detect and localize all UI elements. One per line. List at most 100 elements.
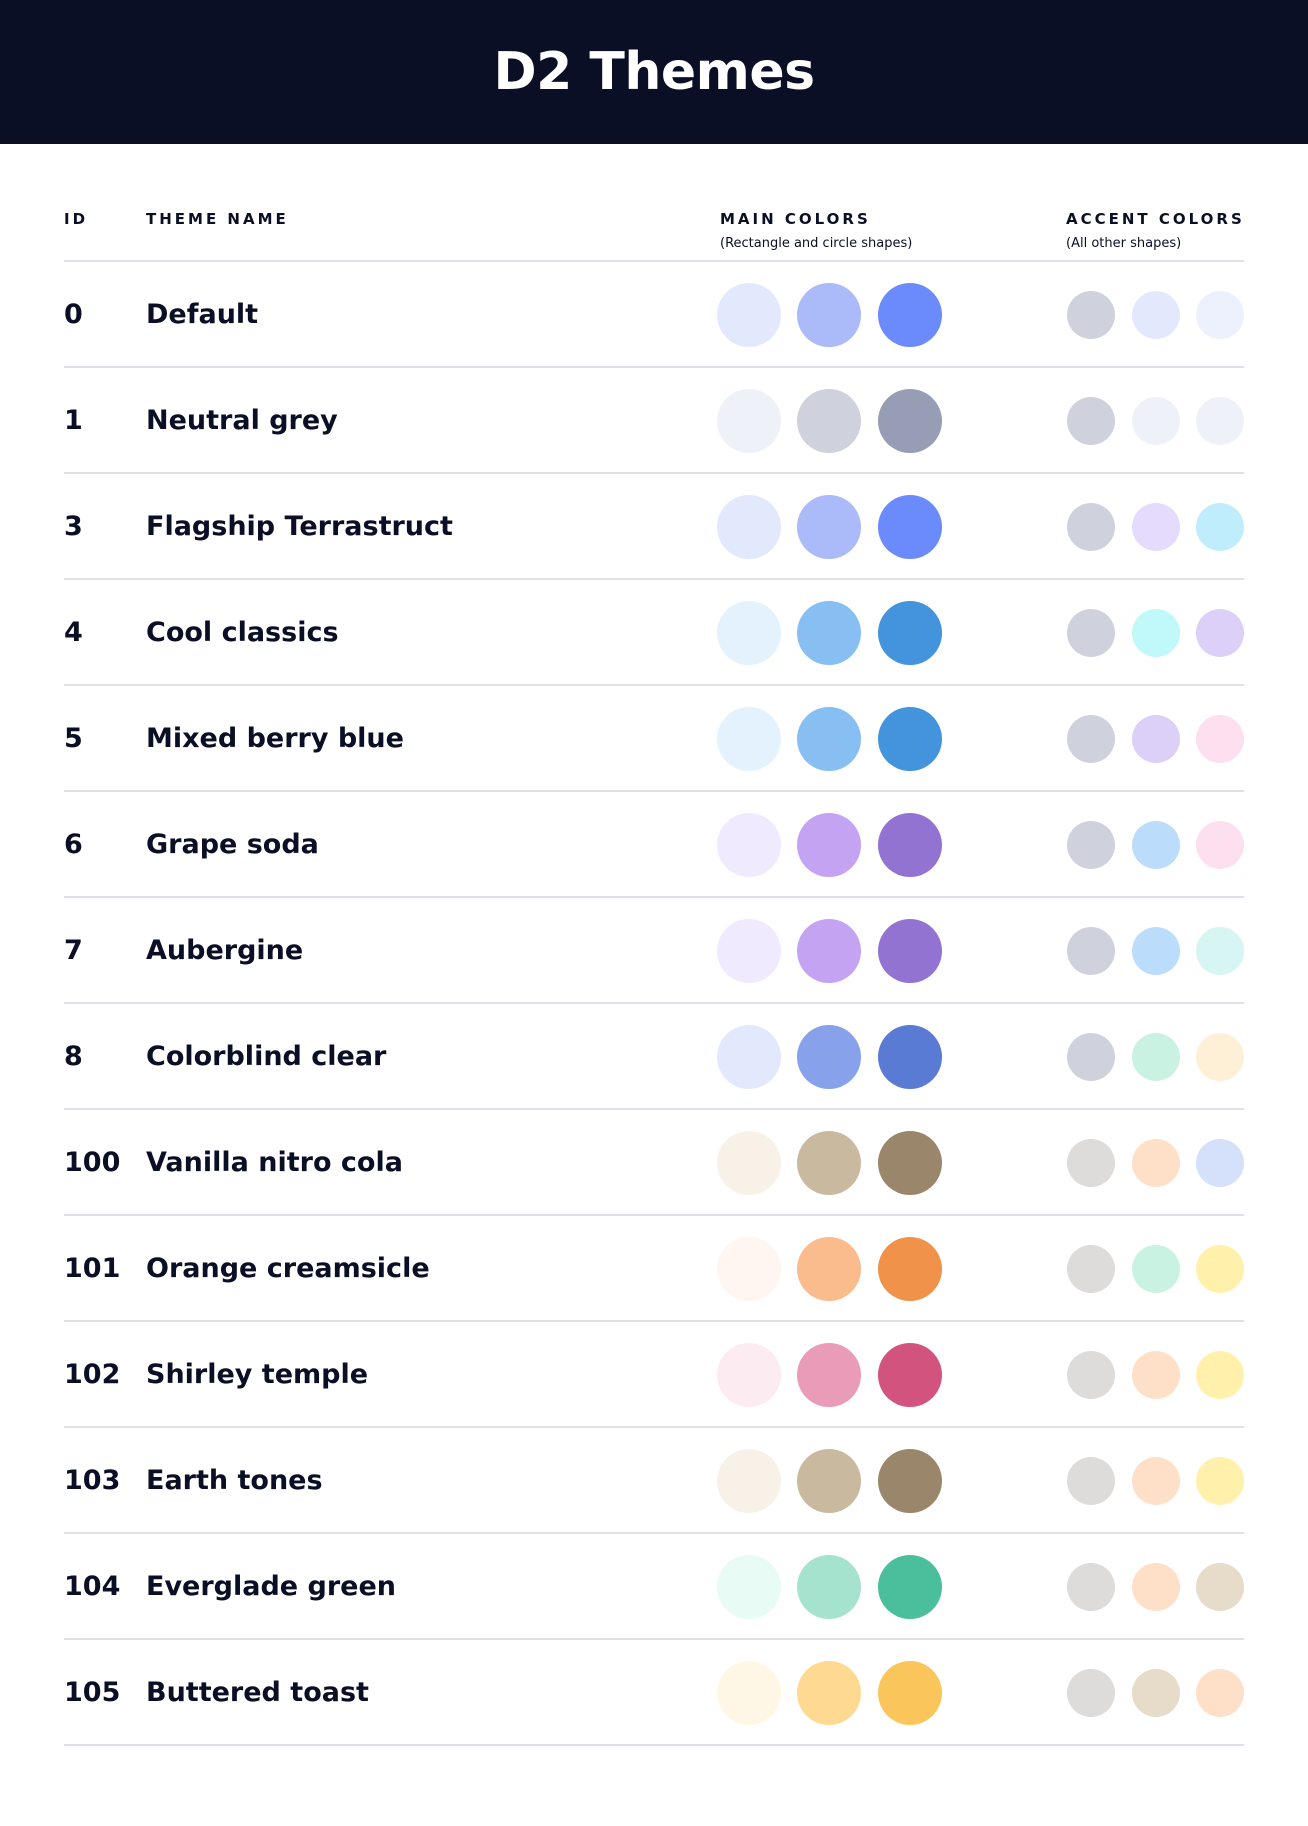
accent-color-swatch <box>1067 291 1115 339</box>
theme-name: Buttered toast <box>146 1677 369 1708</box>
theme-id: 0 <box>64 299 83 330</box>
accent-color-swatch <box>1067 1245 1115 1293</box>
theme-id: 5 <box>64 723 83 754</box>
accent-color-swatch <box>1196 1033 1244 1081</box>
theme-row: 104 Everglade green <box>0 1534 1308 1640</box>
theme-name: Everglade green <box>146 1571 397 1602</box>
row-divider <box>64 366 1244 368</box>
main-color-swatch <box>797 707 861 771</box>
theme-id: 105 <box>64 1677 121 1708</box>
row-divider <box>64 1002 1244 1004</box>
column-subheader-main: (Rectangle and circle shapes) <box>720 236 913 251</box>
column-header-name: THEME NAME <box>146 210 289 228</box>
theme-row: 105 Buttered toast <box>0 1640 1308 1746</box>
row-divider <box>64 790 1244 792</box>
row-divider <box>64 1638 1244 1640</box>
theme-row: 103 Earth tones <box>0 1428 1308 1534</box>
main-color-swatch <box>878 495 942 559</box>
main-color-swatch <box>878 389 942 453</box>
main-color-swatch <box>717 283 781 347</box>
row-divider <box>64 578 1244 580</box>
theme-name: Orange creamsicle <box>146 1253 430 1284</box>
theme-name: Default <box>146 299 259 330</box>
main-color-swatch <box>717 1237 781 1301</box>
theme-id: 4 <box>64 617 83 648</box>
accent-color-swatch <box>1132 1457 1180 1505</box>
theme-id: 3 <box>64 511 83 542</box>
accent-color-swatch <box>1132 1351 1180 1399</box>
accent-color-swatch <box>1132 1033 1180 1081</box>
main-color-swatch <box>797 1131 861 1195</box>
theme-id: 7 <box>64 935 83 966</box>
theme-row: 8 Colorblind clear <box>0 1004 1308 1110</box>
main-color-swatch <box>878 1449 942 1513</box>
main-color-swatch <box>878 919 942 983</box>
accent-color-swatch <box>1067 1139 1115 1187</box>
theme-row: 100 Vanilla nitro cola <box>0 1110 1308 1216</box>
theme-id: 100 <box>64 1147 121 1178</box>
main-color-swatch <box>878 1237 942 1301</box>
main-color-swatch <box>797 813 861 877</box>
main-color-swatch <box>878 1025 942 1089</box>
main-color-swatch <box>797 495 861 559</box>
theme-name: Colorblind clear <box>146 1041 387 1072</box>
main-color-swatch <box>717 1555 781 1619</box>
accent-color-swatch <box>1132 927 1180 975</box>
main-color-swatch <box>797 601 861 665</box>
row-divider <box>64 1108 1244 1110</box>
row-divider <box>64 1214 1244 1216</box>
header-divider <box>64 260 1244 262</box>
theme-row: 5 Mixed berry blue <box>0 686 1308 792</box>
theme-id: 101 <box>64 1253 121 1284</box>
column-header-accent: ACCENT COLORS <box>1066 210 1245 228</box>
accent-color-swatch <box>1196 609 1244 657</box>
column-subheader-accent: (All other shapes) <box>1066 236 1182 251</box>
accent-color-swatch <box>1196 821 1244 869</box>
main-color-swatch <box>717 601 781 665</box>
accent-color-swatch <box>1132 1669 1180 1717</box>
main-color-swatch <box>797 283 861 347</box>
accent-color-swatch <box>1067 1351 1115 1399</box>
row-divider <box>64 1320 1244 1322</box>
accent-color-swatch <box>1196 1563 1244 1611</box>
accent-color-swatch <box>1196 1457 1244 1505</box>
main-color-swatch <box>797 1555 861 1619</box>
accent-color-swatch <box>1067 1457 1115 1505</box>
accent-color-swatch <box>1132 1563 1180 1611</box>
main-color-swatch <box>717 389 781 453</box>
main-color-swatch <box>797 919 861 983</box>
theme-row: 102 Shirley temple <box>0 1322 1308 1428</box>
row-divider <box>64 1744 1244 1746</box>
accent-color-swatch <box>1132 397 1180 445</box>
accent-color-swatch <box>1196 1245 1244 1293</box>
accent-color-swatch <box>1132 291 1180 339</box>
accent-color-swatch <box>1196 1351 1244 1399</box>
accent-color-swatch <box>1132 821 1180 869</box>
accent-color-swatch <box>1067 609 1115 657</box>
main-color-swatch <box>878 1555 942 1619</box>
main-color-swatch <box>717 1131 781 1195</box>
accent-color-swatch <box>1196 1139 1244 1187</box>
row-divider <box>64 896 1244 898</box>
main-color-swatch <box>878 283 942 347</box>
column-header-main: MAIN COLORS <box>720 210 871 228</box>
main-color-swatch <box>717 919 781 983</box>
theme-name: Shirley temple <box>146 1359 369 1390</box>
page-title: D2 Themes <box>493 42 815 102</box>
accent-color-swatch <box>1132 715 1180 763</box>
main-color-swatch <box>797 1343 861 1407</box>
main-color-swatch <box>797 1661 861 1725</box>
theme-id: 103 <box>64 1465 121 1496</box>
accent-color-swatch <box>1196 397 1244 445</box>
accent-color-swatch <box>1067 927 1115 975</box>
accent-color-swatch <box>1196 927 1244 975</box>
theme-row: 101 Orange creamsicle <box>0 1216 1308 1322</box>
accent-color-swatch <box>1067 397 1115 445</box>
theme-name: Neutral grey <box>146 405 338 436</box>
accent-color-swatch <box>1067 1563 1115 1611</box>
theme-row: 6 Grape soda <box>0 792 1308 898</box>
main-color-swatch <box>717 1661 781 1725</box>
theme-name: Flagship Terrastruct <box>146 511 453 542</box>
main-color-swatch <box>878 1131 942 1195</box>
accent-color-swatch <box>1196 503 1244 551</box>
